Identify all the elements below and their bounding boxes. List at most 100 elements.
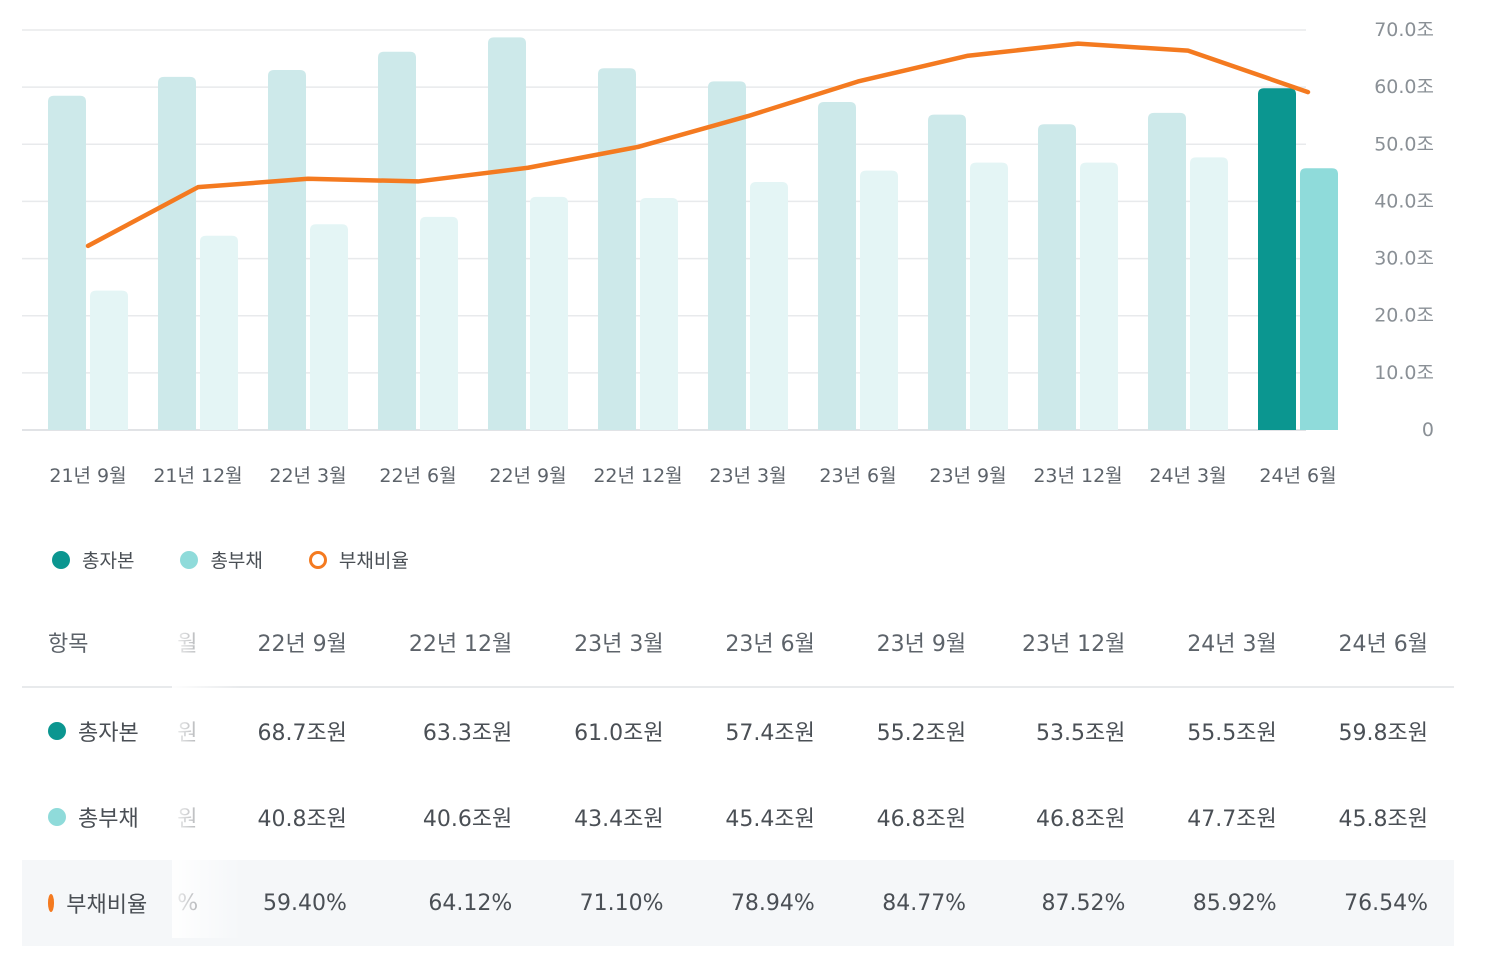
table-cell: 68.7조원 (257, 721, 347, 746)
y-tick-label: 0 (1422, 419, 1434, 441)
bar-equity (158, 76, 196, 430)
data-table: 항목 월 22년 9월 22년 12월 23년 3월 23년 6월 23년 9월… (22, 598, 1454, 946)
liabilities-dot-icon (48, 808, 66, 826)
table-cell: 46.8조원 (876, 807, 967, 832)
y-tick-label: 10.0조 (1374, 362, 1434, 384)
table-cell-clipped: 원 (177, 807, 198, 832)
bar-equity (1258, 88, 1296, 431)
legend-liabilities[interactable]: 총부채 (180, 546, 263, 573)
table-cell: 45.4조원 (725, 807, 815, 832)
ratio-ring-icon (308, 550, 327, 569)
ratio-line (85, 41, 1311, 249)
table-header-col: 22년 12월 (372, 598, 539, 688)
table-cell: 76.54% (1302, 860, 1454, 946)
row-label-text: 총자본 (78, 721, 139, 746)
table-row-liabilities: 총부채 원 40.8조원 40.6조원 43.4조원 45.4조원 46.8조원… (22, 774, 1454, 860)
table-cell: 40.8조원 (257, 807, 347, 832)
bar-liabilities (310, 224, 348, 430)
bar-equity (1148, 112, 1186, 430)
y-tick-label: 60.0조 (1374, 76, 1434, 98)
x-tick-label: 23년 9월 (929, 465, 1006, 487)
table-header-col: 23년 12월 (992, 598, 1152, 688)
y-tick-label: 50.0조 (1374, 133, 1434, 155)
bar-equity (1038, 124, 1076, 431)
bar-equity (598, 68, 636, 431)
x-tick-label: 22년 12월 (593, 465, 682, 487)
bar-liabilities (420, 216, 458, 430)
x-tick-label: 23년 3월 (709, 465, 786, 487)
x-tick-label: 23년 12월 (1033, 465, 1122, 487)
bar-liabilities (1190, 157, 1228, 430)
table-cell: 78.94% (689, 860, 841, 946)
table-cell: 84.77% (840, 860, 993, 946)
table-cell: 45.8조원 (1338, 807, 1428, 832)
equity-dot-icon (48, 722, 66, 740)
table-cell-clipped: 원 (177, 721, 198, 746)
table-cell: 64.12% (372, 860, 539, 946)
legend-equity-label: 총자본 (82, 550, 135, 572)
legend-ratio[interactable]: 부채비율 (308, 546, 409, 573)
x-tick-label: 22년 9월 (489, 465, 566, 487)
legend-ratio-label: 부채비율 (338, 550, 409, 572)
bar-liabilities (640, 198, 678, 430)
table-cell: 40.6조원 (422, 807, 513, 832)
bar-equity (708, 81, 746, 430)
bar-liabilities (1300, 168, 1338, 431)
table-header-col: 22년 9월 (207, 598, 373, 688)
table-cell: 71.10% (538, 860, 690, 946)
x-tick-label: 21년 9월 (49, 465, 126, 487)
table-header-row: 항목 월 22년 9월 22년 12월 23년 3월 23년 6월 23년 9월… (22, 598, 1454, 688)
bar-liabilities (200, 235, 238, 430)
row-label-ratio: 부채비율 (22, 860, 174, 946)
bar-liabilities (530, 196, 568, 430)
table-cell-clipped: % (173, 860, 208, 946)
liabilities-dot-icon (180, 550, 199, 569)
table-cell: 53.5조원 (1035, 721, 1126, 746)
row-label-text: 부채비율 (66, 893, 148, 918)
table-row-equity: 총자본 원 68.7조원 63.3조원 61.0조원 57.4조원 55.2조원… (22, 687, 1454, 774)
table-cell: 43.4조원 (574, 807, 664, 832)
ratio-ring-icon (48, 894, 55, 912)
x-tick-label: 22년 6월 (379, 465, 456, 487)
bar-liabilities (1080, 162, 1118, 431)
legend-equity[interactable]: 총자본 (52, 546, 134, 573)
capital-liability-chart: 70.0조 60.0조 50.0조 40.0조 30.0조 20.0조 10.0조 0 21년… (22, 19, 1434, 487)
row-label-liabilities: 총부채 (22, 774, 173, 860)
table-header-item: 항목 (22, 598, 174, 688)
bar-equity (488, 37, 526, 431)
row-label-equity: 총자본 (22, 687, 173, 774)
table-header-col: 23년 6월 (689, 598, 841, 688)
x-tick-label: 21년 12월 (153, 465, 242, 487)
table-cell: 57.4조원 (725, 721, 815, 746)
table-header-col: 23년 9월 (840, 598, 993, 688)
table-cell: 55.2조원 (876, 721, 967, 746)
bar-liabilities (90, 290, 128, 430)
bar-equity (818, 102, 856, 430)
x-tick-label: 23년 6월 (819, 465, 896, 487)
table-header-col: 23년 3월 (538, 598, 690, 688)
table-header-clipped: 월 (173, 598, 208, 688)
y-tick-label: 30.0조 (1374, 248, 1434, 270)
y-tick-label: 20.0조 (1374, 305, 1434, 327)
table-cell: 59.8조원 (1338, 721, 1428, 746)
table-cell: 85.92% (1151, 860, 1303, 946)
table-cell: 61.0조원 (574, 721, 664, 746)
y-tick-label: 40.0조 (1374, 190, 1434, 212)
table-cell: 47.7조원 (1187, 807, 1277, 832)
x-tick-label: 22년 3월 (269, 465, 346, 487)
bar-liabilities (750, 182, 788, 430)
table-row-ratio: 부채비율 % 59.40% 64.12% 71.10% 78.94% 84.77… (22, 860, 1454, 946)
row-label-text: 총부채 (78, 807, 139, 832)
table-cell: 55.5조원 (1187, 721, 1277, 746)
table-cell: 87.52% (992, 860, 1152, 946)
bar-equity (268, 70, 306, 430)
table-cell: 46.8조원 (1035, 807, 1126, 832)
table-cell: 63.3조원 (422, 721, 513, 746)
table-cell: 59.40% (207, 860, 373, 946)
table-header-col: 24년 3월 (1151, 598, 1303, 688)
y-tick-label: 70.0조 (1374, 19, 1434, 41)
x-tick-label: 24년 3월 (1149, 465, 1226, 487)
bar-equity (928, 114, 966, 431)
equity-dot-icon (52, 550, 70, 569)
data-table-scroll[interactable]: 항목 월 22년 9월 22년 12월 23년 3월 23년 6월 23년 9월… (22, 598, 1454, 946)
